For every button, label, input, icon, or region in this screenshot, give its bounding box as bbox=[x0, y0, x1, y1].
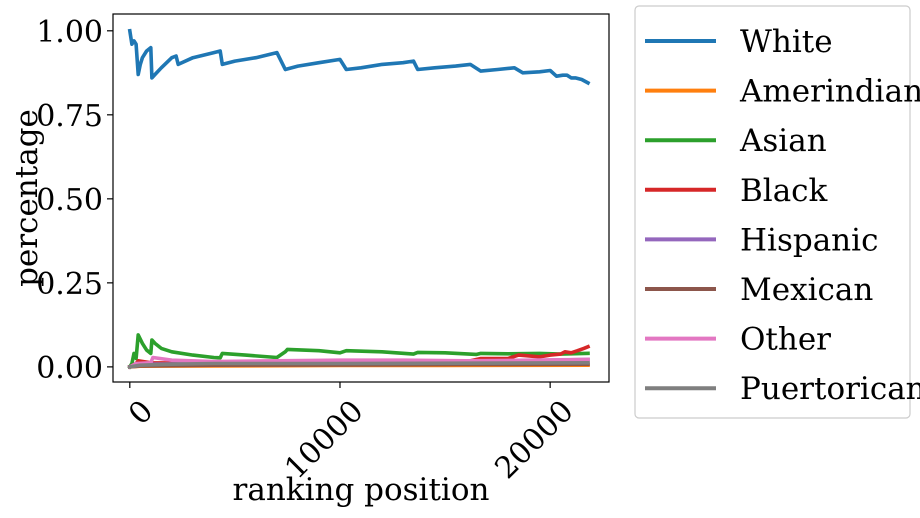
legend-label-amerindian: Amerindian bbox=[739, 74, 920, 110]
legend-label-mexican: Mexican bbox=[740, 272, 873, 308]
y-axis: 0.00 0.25 0.50 0.75 1.00 bbox=[36, 15, 113, 386]
y-axis-label: percentage bbox=[9, 109, 45, 287]
plot-frame bbox=[112, 13, 610, 383]
legend-label-puertorican: Puertorican bbox=[740, 371, 920, 407]
y-tick-label: 0.50 bbox=[36, 183, 103, 218]
x-tick-label: 20000 bbox=[488, 394, 580, 486]
legend-label-white: White bbox=[740, 24, 833, 60]
series-line-other bbox=[127, 355, 590, 370]
series-line-white bbox=[127, 28, 591, 86]
series-line-puertorican bbox=[127, 360, 590, 369]
legend: White Amerindian Asian Black Hispanic Mexican… bbox=[634, 5, 920, 419]
legend-label-hispanic: Hispanic bbox=[740, 222, 878, 258]
legend-box bbox=[634, 5, 911, 419]
y-tick-label: 0.75 bbox=[36, 99, 103, 134]
legend-label-other: Other bbox=[740, 322, 831, 358]
x-axis: 0 10000 20000 bbox=[122, 382, 581, 486]
y-tick-label: 1.00 bbox=[36, 15, 103, 50]
x-axis-label: ranking position bbox=[233, 472, 490, 508]
y-tick-label: 0.00 bbox=[36, 351, 103, 386]
y-tick-label: 0.25 bbox=[36, 267, 103, 302]
series-line-asian bbox=[127, 333, 590, 370]
plot-lines bbox=[127, 28, 591, 370]
x-tick-label: 0 bbox=[122, 394, 160, 432]
legend-label-asian: Asian bbox=[739, 123, 827, 159]
legend-label-black: Black bbox=[740, 173, 828, 209]
